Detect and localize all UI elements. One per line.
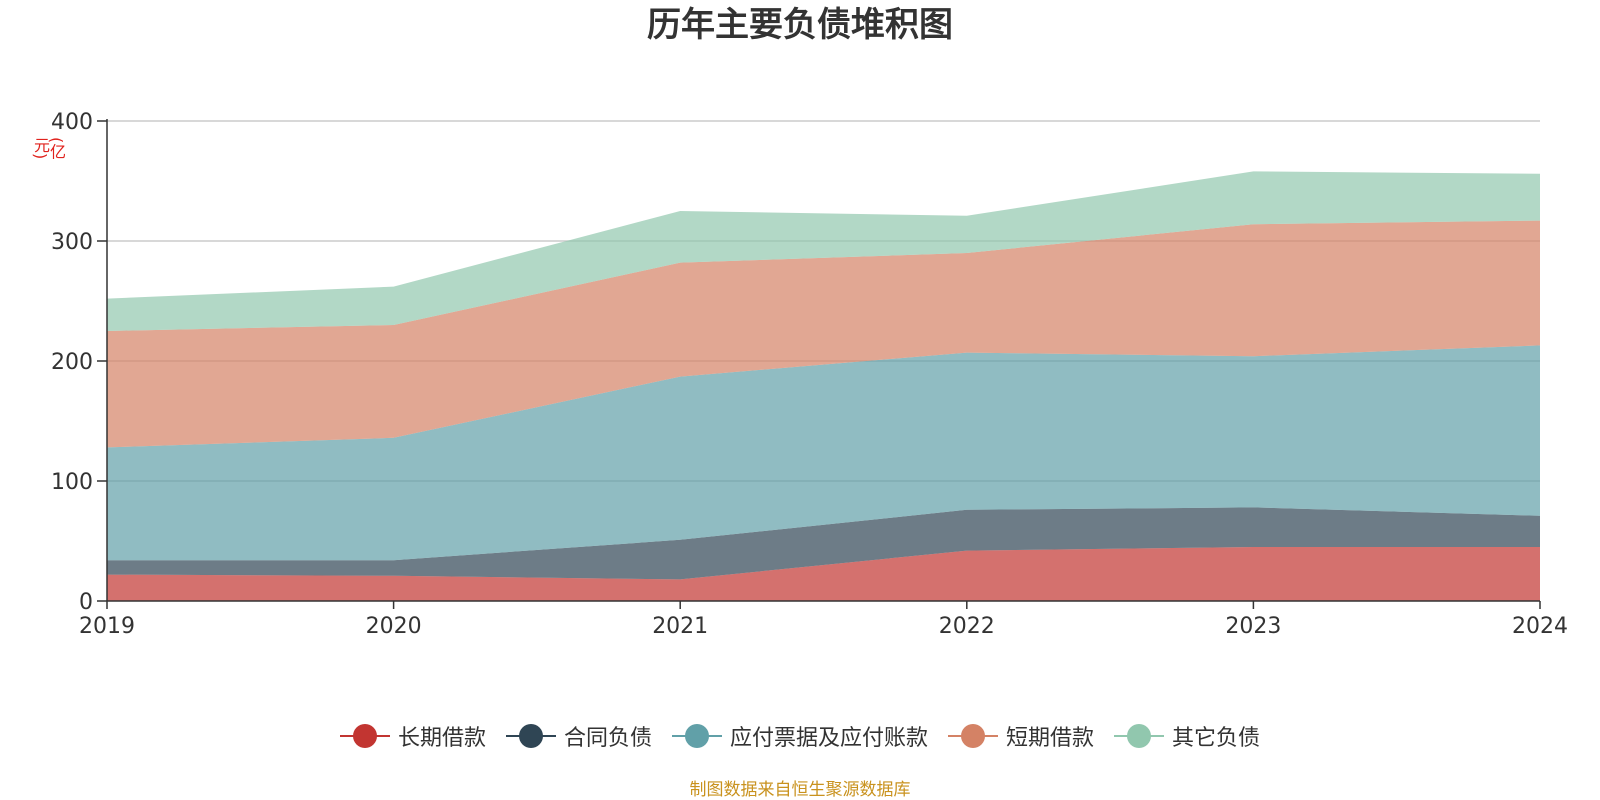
legend-marker-icon [1114, 723, 1165, 749]
x-tick-label: 2021 [652, 614, 708, 639]
y-tick-label: 400 [51, 110, 93, 135]
chart-title: 历年主要负债堆积图 [647, 5, 953, 45]
area-series-5[interactable] [107, 171, 1540, 331]
y-tick-label: 100 [51, 470, 93, 495]
x-tick-label: 2023 [1225, 614, 1281, 639]
chart-legend: 长期借款 合同负债 应付票据及应付账款 短期借款 其它负债 [0, 716, 1600, 756]
legend-marker-icon [671, 723, 722, 749]
x-tick-label: 2024 [1512, 614, 1568, 639]
y-tick-label: 0 [79, 590, 93, 615]
area-series-2[interactable] [107, 507, 1540, 580]
legend-label: 长期借款 [397, 726, 486, 751]
area-series-3[interactable] [107, 345, 1540, 561]
y-tick-label: 200 [51, 350, 93, 375]
legend-item-5[interactable]: 其它负债 [1114, 720, 1260, 752]
area-series-1[interactable] [107, 547, 1540, 601]
area-series-layer [107, 171, 1540, 601]
legend-item-3[interactable]: 应付票据及应付账款 [671, 720, 928, 752]
legend-marker-icon [505, 723, 556, 749]
legend-label: 应付票据及应付账款 [729, 726, 928, 751]
legend-label: 其它负债 [1172, 726, 1261, 751]
legend-item-4[interactable]: 短期借款 [948, 720, 1094, 752]
legend-label: 合同负债 [563, 726, 652, 751]
axes: 0 100 200 300 400 2019 2020 2021 2022 2023 2024 [51, 110, 1568, 639]
data-source-note: 制图数据来自恒生聚源数据库 [689, 780, 911, 800]
legend-item-1[interactable]: 长期借款 [339, 720, 486, 752]
y-axis-unit-label: (亿元) [31, 136, 66, 160]
legend-label: 短期借款 [1006, 726, 1095, 751]
x-tick-label: 2022 [939, 614, 995, 639]
area-series-4[interactable] [107, 220, 1540, 448]
x-tick-label: 2019 [79, 614, 135, 639]
legend-item-2[interactable]: 合同负债 [505, 720, 652, 752]
x-tick-label: 2020 [366, 614, 422, 639]
y-tick-label: 300 [51, 230, 93, 255]
legend-marker-icon [339, 723, 390, 749]
legend-marker-icon [948, 723, 998, 749]
